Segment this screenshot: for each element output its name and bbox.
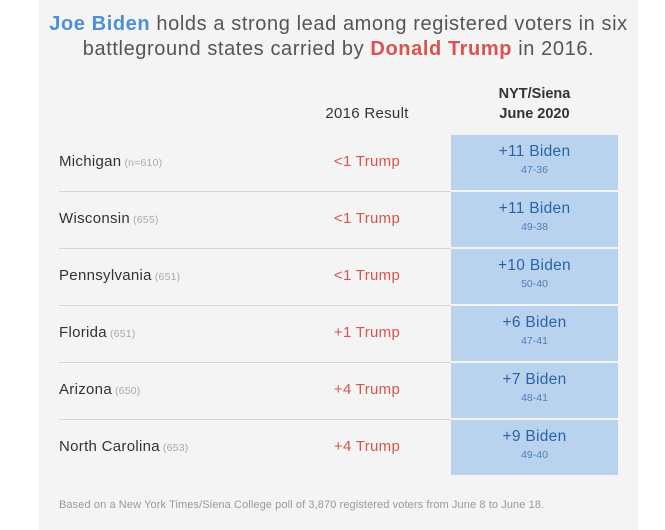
headline-text-1: holds a strong lead among registered vot…	[82, 13, 628, 60]
sample-size: (n=610)	[124, 157, 163, 169]
poll-result-cell: +10 Biden 50-40	[451, 249, 618, 304]
poll-split: 47-36	[521, 164, 548, 176]
poll-split: 48-41	[521, 392, 548, 404]
state-name: Wisconsin	[59, 210, 131, 227]
result-2016-cell: +1 Trump	[333, 324, 401, 341]
column-header-nyt-line2: June 2020	[499, 106, 570, 122]
result-2016-cell: <1 Trump	[333, 210, 401, 227]
poll-split: 50-40	[521, 278, 548, 290]
table-row: Pennsylvania (651) <1 Trump +10 Biden 50-40	[59, 248, 618, 306]
result-2016-cell: <1 Trump	[333, 153, 401, 170]
state-cell: North Carolina (653)	[59, 438, 188, 455]
table-row: Florida (651) +1 Trump +6 Biden 47-41	[59, 305, 618, 363]
chart-headline: Joe Biden holds a strong lead among regi…	[39, 12, 638, 62]
table-row: Wisconsin (655) <1 Trump +11 Biden 49-38	[59, 191, 618, 249]
poll-margin: +6 Biden	[502, 314, 567, 331]
sample-size: (651)	[109, 328, 136, 340]
state-name: North Carolina	[59, 438, 160, 455]
poll-result-cell: +7 Biden 48-41	[451, 363, 618, 418]
result-2016-cell: <1 Trump	[333, 267, 401, 284]
poll-result-cell: +6 Biden 47-41	[451, 306, 618, 361]
poll-split: 49-40	[521, 449, 548, 461]
sample-size: (651)	[154, 271, 181, 283]
state-name: Michigan	[59, 153, 122, 170]
state-name: Florida	[59, 324, 107, 341]
state-name: Arizona	[59, 381, 112, 398]
headline-text-2: in 2016.	[512, 38, 595, 60]
poll-result-cell: +9 Biden 49-40	[451, 420, 618, 475]
state-cell: Wisconsin (655)	[59, 210, 159, 227]
result-2016-cell: +4 Trump	[333, 438, 401, 455]
poll-split: 49-38	[521, 221, 548, 233]
poll-margin: +11 Biden	[498, 200, 571, 217]
poll-split: 47-41	[521, 335, 548, 347]
poll-margin: +7 Biden	[502, 371, 567, 388]
state-name: Pennsylvania	[59, 267, 152, 284]
sample-size: (655)	[133, 214, 159, 226]
poll-margin: +9 Biden	[502, 428, 567, 445]
state-cell: Arizona (650)	[59, 381, 140, 398]
column-header-nyt-siena: NYT/Siena June 2020	[451, 84, 618, 124]
poll-result-cell: +11 Biden 49-38	[451, 192, 618, 247]
state-cell: Michigan (n=610)	[59, 153, 162, 170]
table-row: North Carolina (653) +4 Trump +9 Biden 49-40	[59, 419, 618, 477]
footnote: Based on a New York Times/Siena College …	[59, 499, 545, 511]
results-table: Michigan (n=610) <1 Trump +11 Biden 47-36 Wis…	[59, 135, 618, 477]
poll-margin: +10 Biden	[498, 257, 571, 274]
column-header-nyt-line1: NYT/Siena	[498, 86, 571, 102]
column-header-2016: 2016 Result	[325, 105, 409, 122]
result-2016-cell: +4 Trump	[333, 381, 401, 398]
headline-biden: Joe Biden	[49, 13, 151, 35]
poll-result-cell: +11 Biden 47-36	[451, 135, 618, 190]
table-row: Arizona (650) +4 Trump +7 Biden 48-41	[59, 362, 618, 420]
chart-card: Joe Biden holds a strong lead among regi…	[39, 0, 638, 530]
sample-size: (650)	[114, 385, 141, 397]
state-cell: Pennsylvania (651)	[59, 267, 180, 284]
table-row: Michigan (n=610) <1 Trump +11 Biden 47-36	[59, 135, 618, 192]
headline-trump: Donald Trump	[370, 38, 513, 60]
state-cell: Florida (651)	[59, 324, 135, 341]
sample-size: (653)	[162, 442, 189, 454]
poll-margin: +11 Biden	[498, 143, 571, 160]
